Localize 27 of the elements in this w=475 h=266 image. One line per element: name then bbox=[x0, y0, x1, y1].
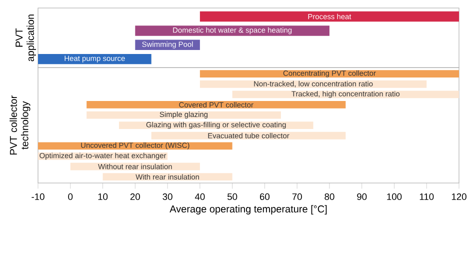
y-axis-title: PVT application bbox=[16, 14, 36, 62]
bar bbox=[38, 54, 152, 64]
bar bbox=[38, 142, 232, 150]
x-tick-label: 50 bbox=[227, 193, 238, 200]
bar bbox=[232, 90, 459, 98]
bar bbox=[135, 26, 330, 36]
x-tick-label: 120 bbox=[452, 193, 466, 200]
x-tick-label: 90 bbox=[357, 193, 367, 200]
bar bbox=[102, 173, 232, 181]
x-tick-label: 70 bbox=[292, 193, 302, 200]
bar bbox=[86, 101, 346, 108]
x-tick-label: 80 bbox=[324, 193, 334, 200]
bar bbox=[200, 70, 459, 78]
x-tick-label: -10 bbox=[32, 193, 44, 200]
x-tick-label: 100 bbox=[387, 193, 402, 200]
bar bbox=[200, 11, 459, 22]
x-tick-label: 40 bbox=[194, 193, 205, 200]
x-tick-label: 30 bbox=[162, 193, 172, 200]
x-tick-label: 0 bbox=[68, 193, 73, 200]
x-tick-label: 110 bbox=[420, 193, 434, 200]
x-tick-label: 20 bbox=[130, 193, 140, 200]
bar bbox=[200, 80, 427, 88]
x-tick-label: 60 bbox=[260, 193, 270, 200]
y-axis-title: PVT collector technology bbox=[10, 95, 30, 155]
x-axis-title: Average operating temperature [°C] bbox=[170, 205, 327, 214]
x-tick-label: 10 bbox=[98, 193, 108, 200]
bar bbox=[151, 132, 346, 140]
